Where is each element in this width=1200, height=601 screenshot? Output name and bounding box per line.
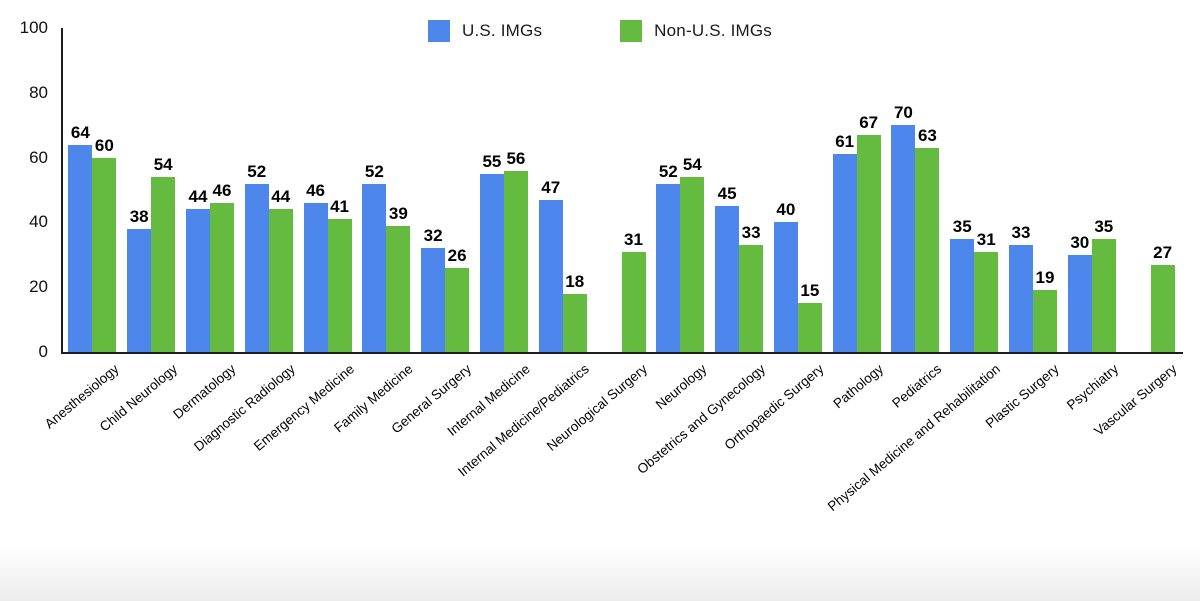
bar-u-s-imgs-general-surgery: [421, 248, 446, 352]
u-s-imgs-swatch: [427, 20, 450, 42]
bar-u-s-imgs-neurology: [656, 183, 681, 352]
bar-value-label: 55: [482, 151, 502, 171]
bar-non-u-s-imgs-child-neurology: [151, 177, 176, 352]
bar-u-s-imgs-family-medicine: [362, 183, 387, 352]
bar-non-u-s-imgs-pediatrics: [915, 147, 940, 352]
bar-value-label: 52: [364, 161, 384, 181]
bar-value-label: 27: [1153, 242, 1173, 262]
bar-u-s-imgs-dermatology: [185, 209, 210, 352]
y-tick-label: 100: [19, 18, 48, 37]
x-axis-label-neurological-surgery: Neurological Surgery: [544, 361, 651, 454]
x-axis-label-diagnostic-radiology: Diagnostic Radiology: [190, 361, 298, 455]
bar-u-s-imgs-pathology: [832, 154, 857, 352]
bar-value-label: 38: [129, 206, 149, 226]
bar-value-label: 44: [271, 187, 291, 207]
bar-non-u-s-imgs-neurological-surgery: [621, 251, 646, 352]
bar-value-label: 54: [153, 155, 173, 175]
bar-value-label: 33: [1011, 223, 1031, 243]
bar-u-s-imgs-anesthesiology: [68, 144, 93, 352]
bar-u-s-imgs-physical-medicine-and-rehabilitation: [950, 238, 975, 352]
y-tick-label: 40: [29, 212, 48, 232]
page-bottom-gradient: [0, 546, 1200, 601]
bar-value-label: 54: [682, 155, 702, 175]
bar-u-s-imgs-psychiatry: [1067, 254, 1092, 352]
bar-non-u-s-imgs-family-medicine: [386, 225, 411, 352]
bar-value-label: 19: [1035, 268, 1055, 288]
bar-value-label: 15: [800, 281, 820, 301]
bar-non-u-s-imgs-pathology: [856, 134, 881, 352]
bar-value-label: 32: [423, 226, 443, 246]
bar-value-label: 61: [835, 132, 855, 152]
bar-non-u-s-imgs-internal-medicine: [503, 170, 528, 352]
bar-u-s-imgs-plastic-surgery: [1009, 245, 1034, 352]
bar-value-label: 26: [447, 245, 467, 265]
y-tick-label: 80: [29, 82, 48, 102]
bar-value-label: 45: [717, 184, 737, 204]
bar-non-u-s-imgs-plastic-surgery: [1033, 290, 1058, 352]
legend-item-u-s-imgs: U.S. IMGs: [427, 20, 543, 42]
bar-value-label: 44: [188, 187, 208, 207]
legend: U.S. IMGs Non-U.S. IMGs: [0, 20, 1200, 42]
bar-value-label: 41: [330, 197, 350, 217]
y-tick-label: 20: [29, 277, 48, 297]
bar-non-u-s-imgs-internal-medicine-pediatrics: [562, 293, 587, 352]
bar-value-label: 35: [1094, 216, 1114, 236]
bar-value-label: 47: [541, 177, 561, 197]
bar-non-u-s-imgs-vascular-surgery: [1150, 264, 1175, 352]
x-axis-line: [61, 352, 1183, 354]
bar-value-label: 31: [976, 229, 996, 249]
x-axis-label-pediatrics: Pediatrics: [889, 361, 945, 411]
bar-u-s-imgs-child-neurology: [127, 228, 152, 352]
bar-value-label: 67: [859, 112, 879, 132]
bar-non-u-s-imgs-obstetrics-and-gynecology: [739, 245, 764, 352]
bar-non-u-s-imgs-neurology: [680, 177, 705, 352]
bar-u-s-imgs-emergency-medicine: [303, 202, 328, 352]
bar-value-label: 60: [94, 135, 114, 155]
bar-value-label: 33: [741, 223, 761, 243]
bar-value-label: 70: [893, 103, 913, 123]
bar-non-u-s-imgs-physical-medicine-and-rehabilitation: [974, 251, 999, 352]
bar-non-u-s-imgs-general-surgery: [445, 267, 470, 352]
bar-u-s-imgs-orthopaedic-surgery: [773, 222, 798, 352]
x-axis-label-orthopaedic-surgery: Orthopaedic Surgery: [721, 361, 827, 453]
bar-value-label: 39: [388, 203, 408, 223]
x-axis-label-neurology: Neurology: [652, 361, 710, 413]
bar-u-s-imgs-obstetrics-and-gynecology: [715, 206, 740, 352]
legend-label: Non-U.S. IMGs: [654, 21, 773, 40]
bar-value-label: 63: [917, 125, 937, 145]
bar-value-label: 30: [1070, 232, 1090, 252]
bar-non-u-s-imgs-dermatology: [209, 202, 234, 352]
plot-area: 64 60 38 54 44 46 52 44 46 41 52 39 32 26 55 56 47 18 31 52…: [61, 28, 1183, 354]
bar-value-label: 31: [624, 229, 643, 249]
y-tick-label: 60: [29, 147, 48, 167]
bar-value-label: 64: [70, 122, 90, 142]
bar-value-label: 52: [247, 161, 267, 181]
bar-u-s-imgs-internal-medicine-pediatrics: [538, 199, 563, 352]
bar-value-label: 52: [658, 161, 678, 181]
y-axis-line: [61, 28, 63, 354]
bar-u-s-imgs-internal-medicine: [479, 173, 504, 352]
bar-value-label: 56: [506, 148, 526, 168]
bar-non-u-s-imgs-emergency-medicine: [327, 219, 352, 352]
bar-value-label: 46: [212, 180, 232, 200]
bar-value-label: 46: [306, 180, 326, 200]
bar-u-s-imgs-diagnostic-radiology: [244, 183, 269, 352]
x-axis-label-psychiatry: Psychiatry: [1063, 361, 1121, 413]
bar-value-label: 18: [565, 271, 585, 291]
bar-value-label: 40: [776, 200, 796, 220]
bar-value-label: 35: [952, 216, 972, 236]
x-axis-label-emergency-medicine: Emergency Medicine: [250, 361, 357, 454]
y-tick-label: 0: [38, 342, 48, 361]
legend-item-non-u-s-imgs: Non-U.S. IMGs: [620, 20, 772, 42]
bar-non-u-s-imgs-anesthesiology: [92, 157, 117, 352]
x-axis-label-pathology: Pathology: [830, 361, 886, 412]
bar-u-s-imgs-pediatrics: [891, 125, 916, 352]
bar-non-u-s-imgs-psychiatry: [1091, 238, 1116, 352]
bar-non-u-s-imgs-diagnostic-radiology: [268, 209, 293, 352]
non-u-s-imgs-swatch: [620, 20, 643, 42]
bar-non-u-s-imgs-orthopaedic-surgery: [797, 303, 822, 352]
legend-label: U.S. IMGs: [461, 21, 543, 40]
